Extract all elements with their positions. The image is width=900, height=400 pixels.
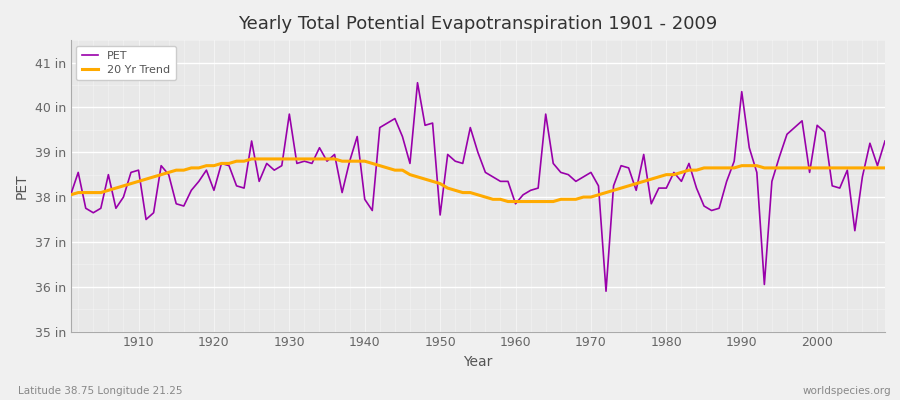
Title: Yearly Total Potential Evapotranspiration 1901 - 2009: Yearly Total Potential Evapotranspiratio… [238, 15, 717, 33]
20 Yr Trend [126, 181, 137, 186]
20 Yr Trend [616, 186, 626, 190]
20 Yr Trend [502, 199, 513, 204]
PET [518, 192, 528, 197]
PET [66, 192, 77, 197]
PET [510, 201, 521, 206]
PET [292, 161, 302, 166]
PET [126, 170, 137, 175]
20 Yr Trend [299, 156, 310, 161]
Text: worldspecies.org: worldspecies.org [803, 386, 891, 396]
Line: PET: PET [71, 83, 885, 291]
X-axis label: Year: Year [464, 355, 492, 369]
Y-axis label: PET: PET [15, 173, 29, 199]
Line: 20 Yr Trend: 20 Yr Trend [71, 159, 885, 202]
Text: Latitude 38.75 Longitude 21.25: Latitude 38.75 Longitude 21.25 [18, 386, 183, 396]
20 Yr Trend [66, 192, 77, 197]
20 Yr Trend [879, 166, 890, 170]
PET [412, 80, 423, 85]
20 Yr Trend [345, 159, 356, 164]
20 Yr Trend [518, 199, 528, 204]
PET [600, 289, 611, 294]
PET [616, 163, 626, 168]
PET [879, 139, 890, 144]
20 Yr Trend [247, 156, 257, 161]
PET [337, 190, 347, 195]
20 Yr Trend [526, 199, 536, 204]
Legend: PET, 20 Yr Trend: PET, 20 Yr Trend [76, 46, 176, 80]
